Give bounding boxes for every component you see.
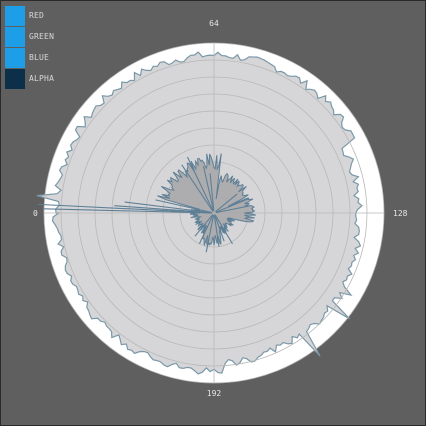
histogram-spikes [38, 156, 250, 253]
channel-legend: RED GREEN BLUE ALPHA [5, 5, 54, 89]
legend-item-alpha[interactable]: ALPHA [5, 68, 54, 89]
legend-label-blue: BLUE [29, 53, 50, 62]
alpha-swatch-icon [5, 68, 25, 89]
histogram-spike [215, 193, 238, 213]
angle-label-192: 192 [207, 389, 222, 398]
histogram-spike [38, 203, 213, 214]
histogram-spike [44, 208, 213, 214]
legend-label-red: RED [29, 11, 45, 20]
legend-item-red[interactable]: RED [5, 5, 54, 26]
histogram-spike [214, 214, 225, 242]
histogram-spike [215, 197, 250, 213]
angle-label-0: 0 [33, 209, 38, 218]
angle-label-128: 128 [393, 209, 408, 218]
histogram-spike [215, 205, 250, 214]
histogram-spike [213, 214, 220, 247]
histogram-spike [202, 166, 215, 212]
histogram-spike [209, 173, 215, 212]
histogram-spike [205, 214, 215, 253]
histogram-spike [198, 214, 214, 244]
histogram-inner-area [157, 153, 256, 247]
histogram-spike [214, 214, 233, 245]
histogram-spike [194, 214, 214, 237]
histogram-spike [124, 201, 213, 214]
green-swatch-icon [5, 26, 25, 47]
legend-item-blue[interactable]: BLUE [5, 47, 54, 68]
histogram-spike [155, 199, 213, 214]
red-swatch-icon [5, 5, 25, 26]
histogram-spike [186, 156, 214, 212]
angle-label-64: 64 [209, 19, 219, 28]
legend-item-green[interactable]: GREEN [5, 26, 54, 47]
histogram-spike [114, 205, 213, 214]
blue-swatch-icon [5, 47, 25, 68]
histogram-spike [181, 164, 214, 212]
legend-label-green: GREEN [29, 32, 55, 41]
legend-label-alpha: ALPHA [29, 74, 55, 83]
